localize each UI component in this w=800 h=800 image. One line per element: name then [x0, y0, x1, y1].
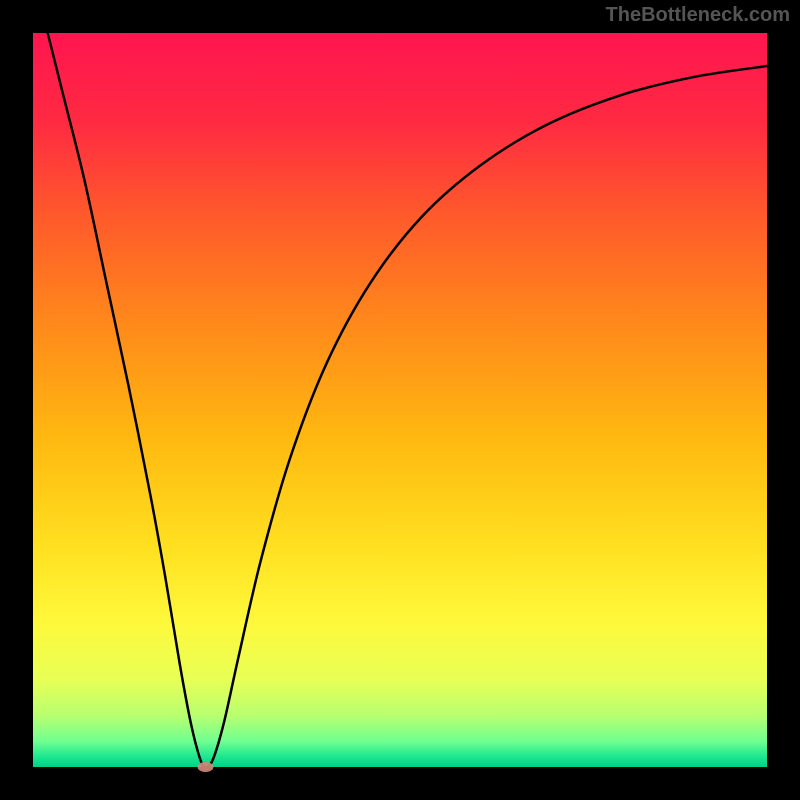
- watermark-text: TheBottleneck.com: [606, 4, 790, 27]
- chart-container: TheBottleneck.com: [0, 0, 800, 800]
- bottleneck-chart: [0, 0, 800, 800]
- optimal-point-marker: [197, 762, 213, 772]
- chart-plot-area: [33, 33, 767, 767]
